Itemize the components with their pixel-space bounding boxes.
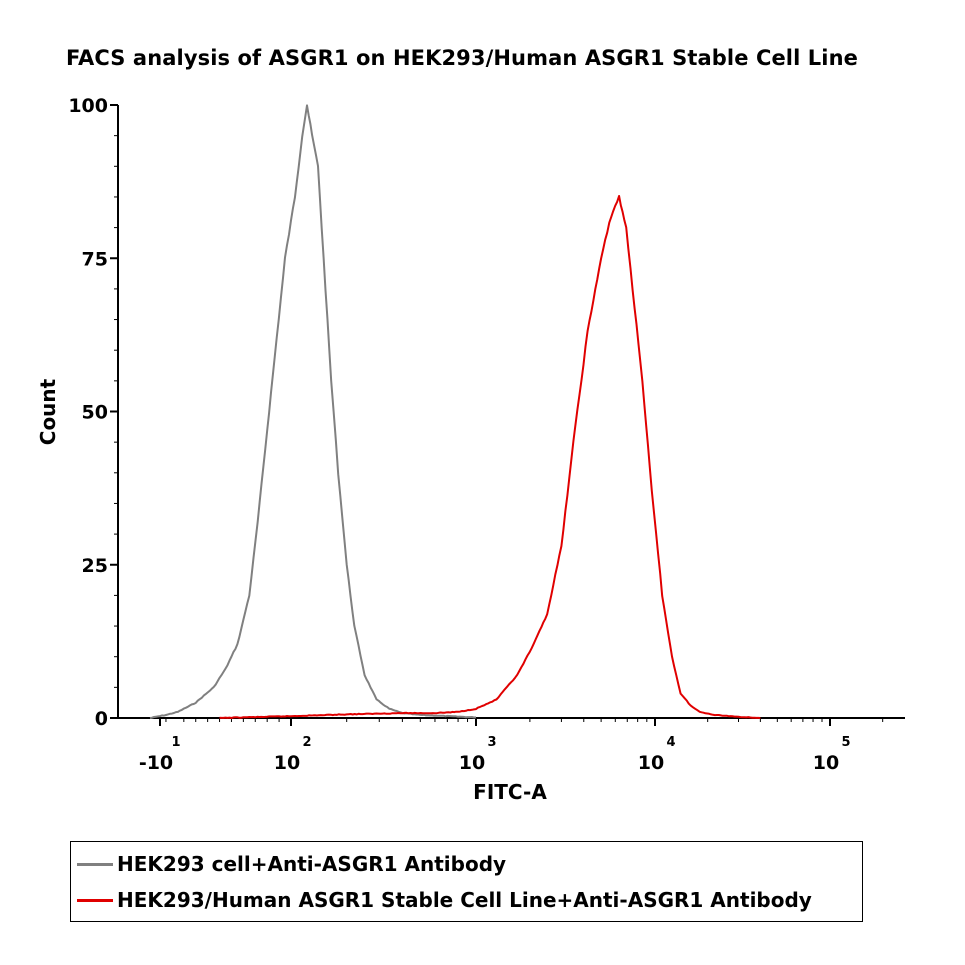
legend-label: HEK293/Human ASGR1 Stable Cell Line+Anti… [117,888,812,912]
chart-title: FACS analysis of ASGR1 on HEK293/Human A… [66,46,858,70]
legend-label: HEK293 cell+Anti-ASGR1 Antibody [117,852,507,876]
series-line-stable [219,195,761,719]
y-axis-label: Count [36,378,60,445]
x-axis-label: FITC-A [473,780,547,804]
y-tick-label: 0 [95,708,108,730]
x-tick-exponent: 1 [171,735,180,750]
y-tick-label: 100 [68,95,108,117]
x-tick-exponent: 4 [666,735,675,750]
legend-item-control: HEK293 cell+Anti-ASGR1 Antibody [71,846,506,882]
legend: HEK293 cell+Anti-ASGR1 Antibody HEK293/H… [70,841,863,922]
x-tick-label: 10 [638,752,664,774]
x-tick-label: -10 [139,752,173,774]
y-tick-label: 50 [82,402,108,424]
series-lines [149,104,761,719]
axis-ticks [110,104,884,726]
x-tick-exponent: 2 [302,735,311,750]
legend-swatch-gray [77,862,113,866]
legend-swatch-red [77,898,113,902]
axes [117,105,905,719]
y-tick-label: 25 [82,555,108,577]
x-tick-exponent: 5 [841,735,850,750]
x-tick-label: 10 [459,752,485,774]
legend-item-stable: HEK293/Human ASGR1 Stable Cell Line+Anti… [71,882,812,918]
series-line-control [149,104,477,719]
x-tick-exponent: 3 [487,735,496,750]
y-tick-label: 75 [82,248,108,270]
x-tick-label: 10 [274,752,300,774]
x-tick-label: 10 [813,752,839,774]
